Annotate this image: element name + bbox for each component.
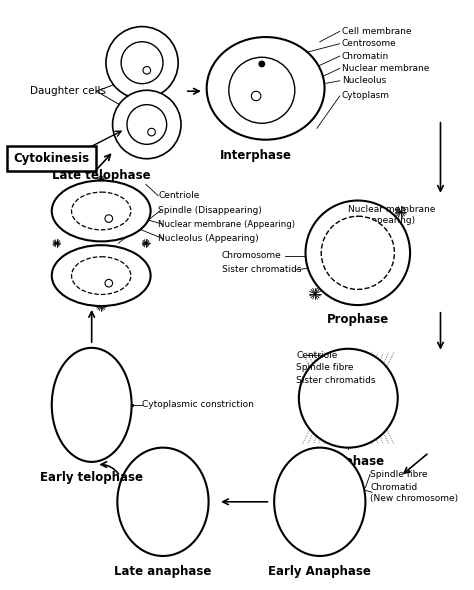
Text: Chromatin: Chromatin: [342, 51, 389, 61]
Text: Metaphase: Metaphase: [312, 455, 385, 468]
Ellipse shape: [118, 448, 209, 556]
Ellipse shape: [274, 448, 365, 556]
Circle shape: [113, 90, 181, 159]
Text: Centrosome: Centrosome: [342, 39, 396, 48]
Circle shape: [106, 27, 178, 99]
Ellipse shape: [52, 181, 151, 241]
Text: Late telophase: Late telophase: [52, 169, 151, 182]
Text: Late anaphase: Late anaphase: [114, 565, 212, 578]
Circle shape: [321, 216, 394, 289]
Text: Prophase: Prophase: [327, 313, 389, 326]
FancyBboxPatch shape: [7, 146, 96, 171]
Circle shape: [121, 42, 163, 84]
Circle shape: [127, 104, 167, 145]
Text: Spindle fibre: Spindle fibre: [370, 470, 428, 478]
Circle shape: [143, 67, 151, 74]
Text: Sister chromatids: Sister chromatids: [222, 266, 301, 274]
Text: Centriole: Centriole: [296, 351, 337, 360]
Text: Nucleolus (Appearing): Nucleolus (Appearing): [158, 234, 259, 243]
Text: Early Anaphase: Early Anaphase: [268, 565, 371, 578]
Text: Nuclear membrane: Nuclear membrane: [342, 64, 429, 73]
Text: Cytokinesis: Cytokinesis: [14, 152, 90, 165]
Circle shape: [105, 215, 113, 222]
Circle shape: [251, 91, 261, 101]
Text: Interphase: Interphase: [220, 149, 292, 162]
Circle shape: [148, 128, 155, 136]
Text: Daughter cells: Daughter cells: [30, 86, 106, 96]
Circle shape: [259, 61, 264, 67]
Ellipse shape: [72, 257, 131, 294]
Text: Nuclear membrane
(Disappearing): Nuclear membrane (Disappearing): [348, 205, 436, 225]
Text: Cytoplasmic constriction: Cytoplasmic constriction: [142, 401, 254, 409]
Text: Chromatid: Chromatid: [370, 483, 418, 492]
Text: Nuclear membrane (Appearing): Nuclear membrane (Appearing): [158, 220, 295, 229]
Ellipse shape: [207, 37, 325, 140]
Circle shape: [306, 201, 410, 305]
Ellipse shape: [72, 192, 131, 230]
Text: Early telophase: Early telophase: [40, 471, 143, 484]
Text: Spindle (Disappearing): Spindle (Disappearing): [158, 205, 262, 215]
Circle shape: [299, 349, 398, 448]
Text: Cytoplasm: Cytoplasm: [342, 91, 390, 100]
Text: Spindle fibre: Spindle fibre: [296, 363, 354, 372]
Text: Chromosome: Chromosome: [222, 251, 282, 260]
Circle shape: [229, 57, 295, 123]
Text: Nucleolus: Nucleolus: [342, 76, 386, 86]
Text: Cell membrane: Cell membrane: [342, 27, 411, 36]
Circle shape: [105, 280, 113, 287]
Ellipse shape: [52, 245, 151, 306]
Text: Centriole: Centriole: [158, 191, 200, 200]
Ellipse shape: [52, 348, 132, 462]
Text: Sister chromatids: Sister chromatids: [296, 376, 375, 385]
Text: (New chromosome): (New chromosome): [370, 493, 458, 503]
